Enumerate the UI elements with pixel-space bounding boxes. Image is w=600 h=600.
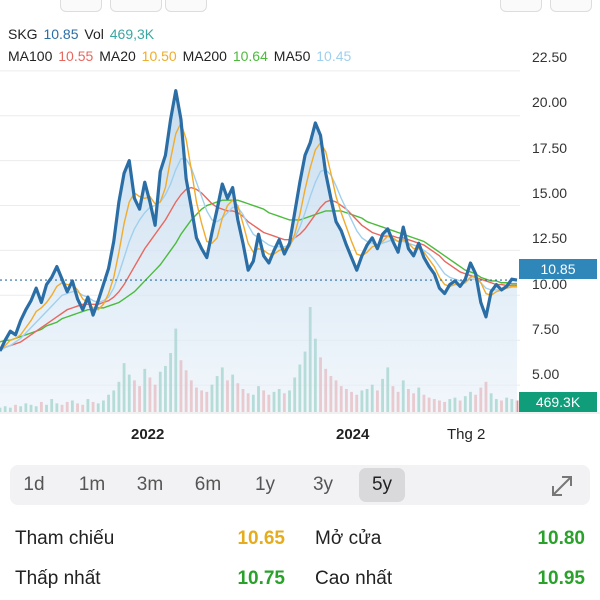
range-button-5y[interactable]: 5y xyxy=(359,468,405,502)
top-toolbar-button[interactable] xyxy=(60,0,102,12)
range-button-1m[interactable]: 1m xyxy=(78,474,106,495)
range-button-3m[interactable]: 3m xyxy=(136,474,164,495)
high-price-label: Cao nhất xyxy=(315,568,393,589)
open-price-label: Mở cửa xyxy=(315,528,382,549)
low-price-value: 10.75 xyxy=(237,568,285,589)
range-button-1y[interactable]: 1y xyxy=(254,474,276,495)
legend-ma100: 10.55 xyxy=(58,48,94,64)
legend-ma20: 10.50 xyxy=(141,48,177,64)
legend-ma100-label: MA100 xyxy=(8,48,53,64)
range-button-6m[interactable]: 6m xyxy=(194,474,222,495)
x-tick-label: Thg 2 xyxy=(447,426,486,443)
legend-ma200: 10.64 xyxy=(232,48,268,64)
x-tick-label: 2022 xyxy=(131,426,165,443)
legend-ma200-label: MA200 xyxy=(182,48,227,64)
reference-price-label: Tham chiếu xyxy=(15,528,115,549)
legend-ma50: 10.45 xyxy=(316,48,352,64)
reference-price-value: 10.65 xyxy=(237,528,285,549)
series-line-price xyxy=(0,89,518,352)
last-volume-tag: 469.3K xyxy=(519,392,597,412)
legend-ma50-label: MA50 xyxy=(273,48,311,64)
y-tick-label: 7.50 xyxy=(532,321,560,337)
legend-vol: 469,3K xyxy=(109,26,155,42)
time-range-selector: 1d 1m 3m 6m 1y 3y 5y xyxy=(10,465,590,505)
top-toolbar-button[interactable] xyxy=(500,0,542,12)
y-tick-label: 12.50 xyxy=(532,230,568,246)
open-price-value: 10.80 xyxy=(537,528,585,549)
top-toolbar-button[interactable] xyxy=(165,0,207,12)
series-line-ma200 xyxy=(0,199,517,343)
legend-ma20-label: MA20 xyxy=(99,48,136,64)
price-area xyxy=(0,90,517,413)
y-tick-label: 20.00 xyxy=(532,94,568,110)
chart-legend-row-1: SKG 10.85 Vol 469,3K xyxy=(8,26,156,42)
range-button-1d[interactable]: 1d xyxy=(23,474,45,495)
top-toolbar-button[interactable] xyxy=(550,0,592,12)
x-tick-label: 2024 xyxy=(336,426,370,443)
expand-icon[interactable] xyxy=(548,472,576,500)
range-button-3y[interactable]: 3y xyxy=(312,474,334,495)
top-toolbar-button[interactable] xyxy=(110,0,162,12)
y-tick-label: 15.00 xyxy=(532,185,568,201)
legend-price: 10.85 xyxy=(43,26,79,42)
legend-vol-label: Vol xyxy=(84,26,104,42)
last-price-tag: 10.85 xyxy=(519,259,597,279)
y-tick-label: 22.50 xyxy=(532,49,568,65)
chart-legend-row-2: MA100 10.55 MA20 10.50 MA200 10.64 MA50 … xyxy=(8,48,353,64)
low-price-label: Thấp nhất xyxy=(15,568,101,589)
y-tick-label: 10.00 xyxy=(532,276,568,292)
y-tick-label: 5.00 xyxy=(532,366,560,382)
legend-symbol: SKG xyxy=(8,26,38,42)
y-tick-label: 17.50 xyxy=(532,140,568,156)
price-chart[interactable] xyxy=(0,0,600,455)
high-price-value: 10.95 xyxy=(537,568,585,589)
